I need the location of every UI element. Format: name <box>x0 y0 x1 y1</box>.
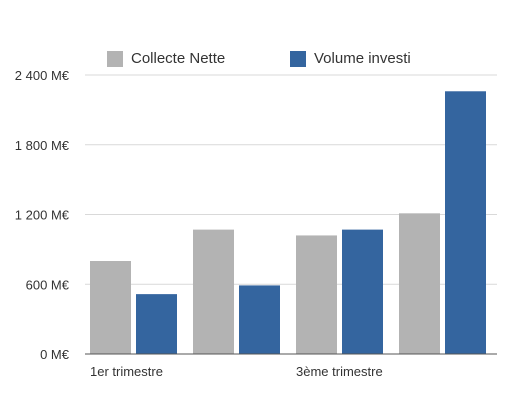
bar <box>342 229 383 354</box>
x-tick-label: 1er trimestre <box>90 364 163 379</box>
y-tick-label: 1 800 M€ <box>15 138 70 153</box>
bar <box>445 91 486 355</box>
bar <box>193 229 234 354</box>
bar <box>90 261 131 354</box>
legend-label-collecte-nette: Collecte Nette <box>131 50 226 67</box>
bar <box>399 213 440 354</box>
x-tick-label: 3ème trimestre <box>296 364 383 379</box>
legend-item-volume-investi: Volume investi <box>290 50 411 67</box>
y-tick-label: 600 M€ <box>26 277 70 292</box>
y-tick-label: 2 400 M€ <box>15 68 70 83</box>
legend-label-volume-investi: Volume investi <box>314 50 411 67</box>
bar <box>136 294 177 354</box>
bar <box>239 285 280 354</box>
legend-swatch-volume-investi <box>290 50 306 67</box>
y-tick-label: 0 M€ <box>40 347 70 362</box>
y-tick-label: 1 200 M€ <box>15 208 70 223</box>
legend-swatch-collecte-nette <box>107 50 123 67</box>
bar <box>296 235 337 354</box>
legend-item-collecte-nette: Collecte Nette <box>107 50 225 67</box>
